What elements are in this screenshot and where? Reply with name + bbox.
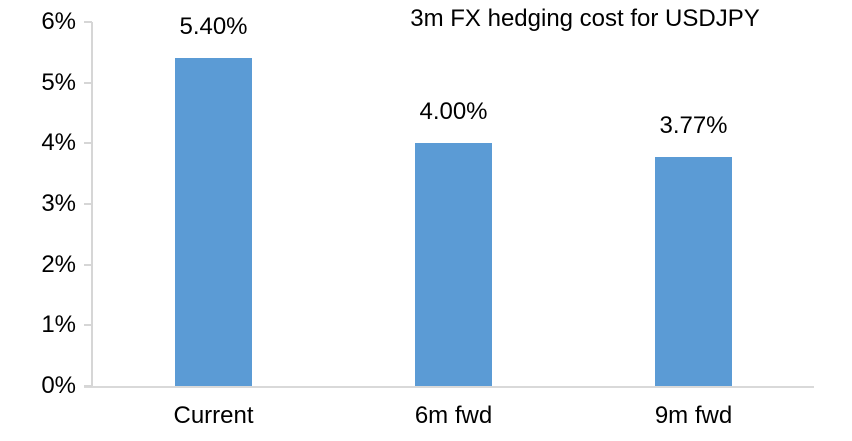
x-axis-category-label-6m-fwd: 6m fwd (414, 402, 493, 429)
y-axis-tick (84, 21, 92, 23)
y-axis-tick-label: 6% (41, 8, 76, 35)
y-axis-tick (84, 263, 92, 266)
y-axis-tick (84, 324, 92, 327)
y-axis-tick-label: 0% (41, 372, 76, 399)
y-axis-tick-label: 1% (41, 311, 76, 339)
x-axis-category-label-9m-fwd: 9m fwd (654, 402, 733, 429)
x-axis-category-label-current: Current (173, 402, 254, 429)
y-axis-tick (84, 385, 92, 387)
bar-6m-fwd (415, 143, 492, 386)
y-axis-tick (84, 203, 92, 205)
y-axis-line (91, 22, 93, 388)
y-axis-tick-label: 2% (41, 250, 76, 278)
y-axis-tick-label: 4% (41, 129, 76, 157)
bar-value-label-6m-fwd: 4.00% (419, 98, 488, 126)
x-axis-line (84, 386, 814, 388)
bar-value-label-9m-fwd: 3.77% (659, 112, 728, 140)
y-axis-tick (84, 81, 92, 84)
chart-title: 3m FX hedging cost for USDJPY (410, 5, 760, 32)
bar-value-label-current: 5.40% (179, 13, 248, 41)
y-axis-tick-label: 3% (41, 190, 76, 217)
bar-9m-fwd (655, 157, 732, 386)
y-axis-tick (84, 142, 92, 145)
bar-current (175, 58, 252, 386)
y-axis-tick-label: 5% (41, 68, 76, 96)
